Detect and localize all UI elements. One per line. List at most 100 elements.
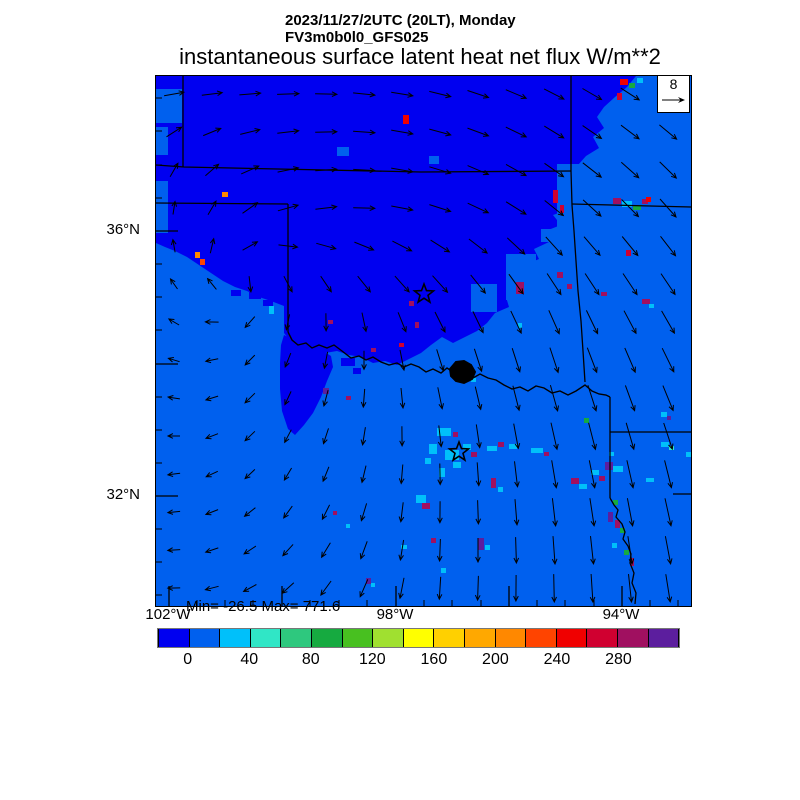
wind-arrow [590,536,596,566]
wind-arrow [320,275,332,293]
colorbar-tick-label: 200 [482,651,509,668]
wind-arrow [510,310,522,335]
flux-anomaly-speckle [485,545,490,550]
run-datetime-label: 2023/11/27/2UTC (20LT), Monday [285,12,516,29]
wind-arrow [475,462,482,487]
wind-arrow [508,273,524,295]
wind-arrow [166,547,181,553]
flux-anomaly-speckle [366,578,371,584]
flux-anomaly-speckle [346,524,350,528]
wind-arrow [467,127,490,137]
flux-anomaly-speckle [437,428,451,436]
wind-arrow [244,392,256,404]
flux-light-patch [557,164,605,240]
flux-anomaly-speckle [498,487,503,492]
wind-arrow [437,501,443,524]
colorbar-segment [403,629,435,647]
wind-arrow [430,239,451,253]
wind-arrow [551,460,559,489]
flux-anomaly-speckle [629,83,635,88]
flux-anomaly-speckle [667,416,671,420]
wind-arrow [470,274,487,295]
flux-anomaly-speckle [567,284,572,289]
wind-arrow [391,167,414,174]
state-border [156,164,572,173]
flux-anomaly-speckle [415,322,419,328]
wind-arrow [582,162,603,178]
wind-arrow [625,422,636,451]
wind-arrow [166,395,180,401]
wind-arrow [170,238,177,253]
colorbar-tick-label: 40 [240,651,259,668]
wind-arrow [436,576,443,601]
wind-arrow [284,429,292,444]
flux-light-patch [337,147,349,156]
wind-arrow [620,124,640,140]
wind-arrow [549,347,560,374]
colorbar-segment [526,629,557,647]
lon-axis-label: 102°W [145,606,191,623]
wind-arrow [586,347,598,374]
wind-arrow [545,236,563,256]
state-border [570,76,573,206]
flux-anomaly-speckle [608,512,613,522]
flux-light-patch [429,156,439,164]
wind-arrow [278,243,299,250]
flux-anomaly-speckle [200,259,205,265]
wind-arrow [583,236,601,257]
wind-arrow [201,90,224,97]
wind-arrow [661,310,675,335]
wind-arrow [315,91,339,97]
wind-arrow [628,574,634,604]
wind-arrow [359,541,368,560]
wind-arrow [240,128,261,135]
colorbar-segment [464,629,496,647]
flux-anomaly-speckle [346,396,351,400]
wind-arrow [209,237,216,254]
lake-texoma [448,359,477,385]
wind-arrow [166,433,180,439]
wind-arrow [582,125,603,140]
flux-anomaly-speckle [409,301,414,306]
wind-arrow [467,90,490,99]
wind-arrow [353,129,377,136]
wind-arrow [277,203,300,212]
wind-arrow [166,585,181,591]
flux-anomaly-speckle [642,299,650,304]
wind-arrow [659,198,677,218]
wind-arrow [392,240,413,252]
state-border [571,204,586,383]
wind-arrow [244,430,256,442]
wind-arrow [543,88,565,100]
wind-arrow [277,128,300,135]
wind-arrow [513,537,520,565]
flux-light-patch [156,89,182,123]
wind-arrow [315,204,338,211]
wind-arrow [357,275,372,293]
flux-anomaly-speckle [445,450,459,460]
colorbar-segment [311,629,343,647]
wind-arrow [360,388,367,409]
negative-flux-region [156,76,636,365]
flux-anomaly-speckle [571,478,579,484]
wind-arrow [505,201,527,215]
flux-anomaly-speckle [371,583,375,587]
flux-anomaly-speckle [620,79,628,85]
wind-arrow [399,426,405,447]
wind-arrow [475,500,482,525]
wind-arrow [624,347,636,374]
flux-anomaly-speckle [599,476,605,481]
wind-arrow [284,352,292,368]
flux-anomaly-speckle [498,442,504,447]
flux-anomaly-speckle [323,388,329,394]
colorbar-segment [556,629,588,647]
colorbar-tick-label: 120 [358,651,386,668]
wind-arrow [204,509,219,516]
wind-arrow [398,502,405,523]
wind-arrow [551,498,558,527]
wind-arrow [391,205,414,212]
wind-arrow [283,275,293,293]
flux-anomaly-speckle [661,442,669,447]
wind-arrow [622,273,638,296]
